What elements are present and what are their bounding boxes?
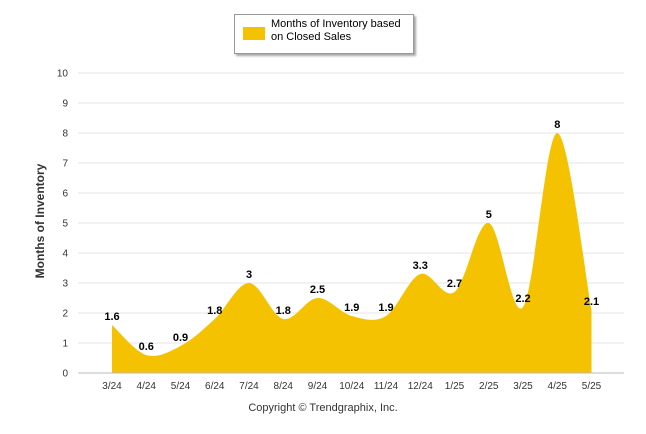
x-tick-label: 7/24	[239, 381, 259, 392]
data-label: 3	[246, 269, 252, 281]
x-tick-labels: 3/24 4/24 5/24 6/24 7/24 8/24 9/24 10/24 11/24 12…	[102, 381, 601, 392]
y-tick-label: 8	[62, 129, 68, 140]
data-label: 3.3	[413, 260, 428, 272]
area-series	[112, 132, 592, 373]
data-label: 1.9	[378, 302, 393, 314]
y-tick-label: 2	[62, 309, 68, 320]
data-label: 5	[486, 209, 492, 221]
x-tick-label: 5/25	[582, 381, 602, 392]
data-label: 1.6	[104, 311, 119, 323]
y-axis-label: Months of Inventory	[33, 163, 47, 279]
legend-label-line1: Months of Inventory based	[271, 18, 401, 30]
y-tick-label: 9	[62, 99, 68, 110]
y-tick-labels: 0 1 2 3 4 5 6 7 8 9 10	[57, 69, 69, 380]
data-label: 2.1	[584, 296, 599, 308]
legend-swatch	[243, 27, 265, 40]
data-label: 2.7	[447, 278, 462, 290]
x-tick-label: 11/24	[374, 381, 399, 392]
x-tick-label: 12/24	[408, 381, 433, 392]
legend: Months of Inventory based on Closed Sale…	[234, 14, 414, 54]
y-tick-label: 3	[62, 279, 68, 290]
y-tick-label: 0	[62, 369, 68, 380]
copyright-text: Copyright © Trendgraphix, Inc.	[248, 402, 398, 414]
data-labels: 1.6 0.6 0.9 1.8 3 1.8 2.5 1.9 1.9 3.3 2.7 5 2.2 8 2.1	[104, 119, 599, 353]
x-tick-label: 6/24	[205, 381, 225, 392]
data-label: 2.2	[515, 293, 530, 305]
data-label: 1.8	[276, 305, 291, 317]
grid-lines	[78, 72, 624, 374]
x-tick-label: 3/25	[513, 381, 533, 392]
x-tick-label: 4/24	[137, 381, 157, 392]
data-label: 2.5	[310, 284, 325, 296]
y-tick-label: 4	[62, 249, 68, 260]
y-tick-label: 7	[62, 159, 68, 170]
y-tick-label: 6	[62, 189, 68, 200]
x-tick-label: 4/25	[548, 381, 568, 392]
data-label: 0.9	[173, 332, 188, 344]
legend-label: Months of Inventory based on Closed Sale…	[271, 18, 411, 44]
x-tick-label: 5/24	[171, 381, 191, 392]
x-tick-label: 8/24	[274, 381, 294, 392]
x-tick-label: 1/25	[445, 381, 465, 392]
y-tick-label: 1	[62, 339, 68, 350]
x-tick-label: 3/24	[102, 381, 122, 392]
x-tick-label: 10/24	[339, 381, 364, 392]
x-tick-label: 2/25	[479, 381, 499, 392]
data-label: 8	[554, 119, 560, 131]
legend-label-line2: on Closed Sales	[271, 31, 352, 43]
y-tick-label: 10	[57, 69, 69, 80]
y-tick-label: 5	[62, 219, 68, 230]
data-label: 1.8	[207, 305, 222, 317]
data-label: 1.9	[344, 302, 359, 314]
x-tick-label: 9/24	[308, 381, 328, 392]
data-label: 0.6	[139, 341, 154, 353]
